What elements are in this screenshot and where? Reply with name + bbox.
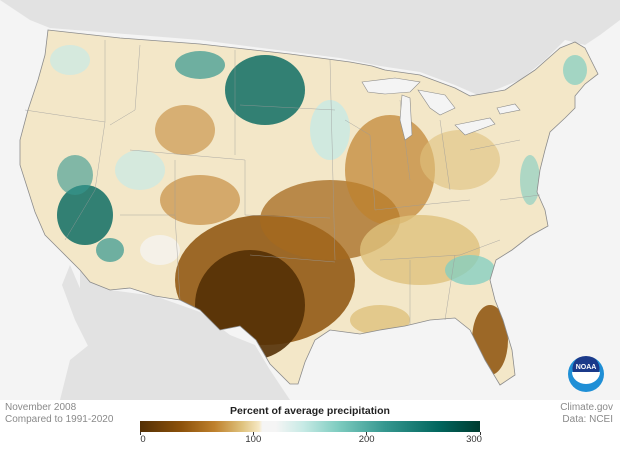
state-borders [24, 40, 541, 325]
baja-peninsula [62, 265, 130, 400]
caption-date: November 2008 [5, 402, 77, 413]
legend-tick-label: 200 [358, 434, 375, 445]
legend-tickmark [479, 432, 481, 435]
legend-tick-label: 300 [466, 434, 482, 445]
caption-baseline: Compared to 1991-2020 [5, 414, 114, 425]
great-lakes [361, 77, 521, 141]
credit-site: Climate.gov [560, 402, 613, 413]
caption-block: November 2008 Compared to 1991-2020 [5, 402, 113, 426]
legend-tickmark [366, 432, 368, 435]
us-outline [19, 29, 599, 386]
legend-tick-label: 100 [245, 434, 262, 445]
canada-land [0, 0, 620, 96]
precipitation-map [0, 0, 620, 400]
legend-colorbar [140, 421, 480, 432]
legend-tick-label: 0 [140, 434, 146, 445]
noaa-logo-label: NOAA [575, 364, 597, 371]
legend-tickmark [252, 432, 254, 435]
noaa-logo: NOAA [568, 356, 604, 392]
legend-title: Percent of average precipitation [230, 405, 390, 417]
legend-tickmark [139, 432, 141, 435]
credits-block: Climate.gov Data: NCEI [560, 402, 613, 426]
noaa-gull-icon [572, 372, 600, 384]
credit-source: Data: NCEI [562, 414, 613, 425]
